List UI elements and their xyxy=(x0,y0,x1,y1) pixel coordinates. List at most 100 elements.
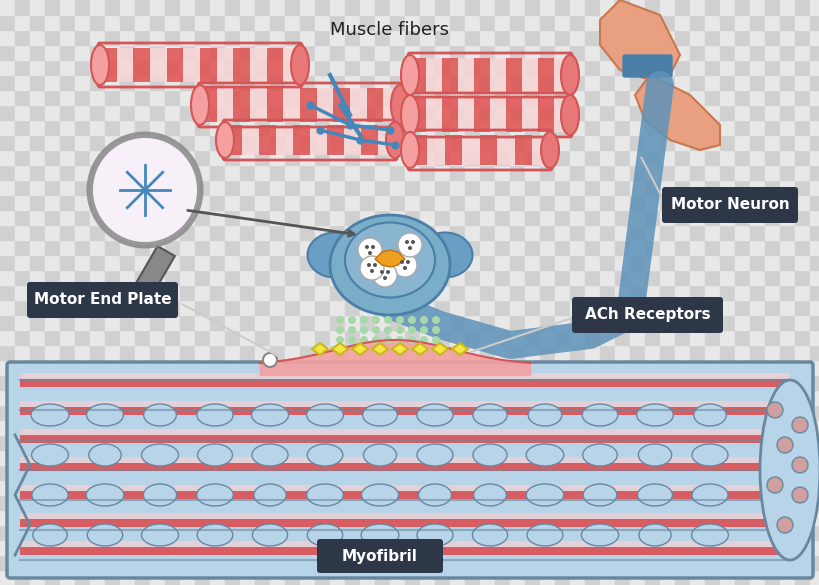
Bar xyxy=(794,30,809,45)
Bar xyxy=(285,555,300,570)
Circle shape xyxy=(347,336,355,344)
Bar xyxy=(269,450,285,465)
Bar xyxy=(285,75,300,90)
Bar xyxy=(554,75,569,90)
Bar xyxy=(135,195,150,210)
Bar xyxy=(30,360,45,375)
Bar xyxy=(300,345,314,360)
Bar xyxy=(300,210,314,225)
Bar xyxy=(45,420,60,435)
Bar xyxy=(224,405,240,420)
Bar xyxy=(719,420,734,435)
Bar xyxy=(629,315,645,330)
Bar xyxy=(584,90,600,105)
Bar xyxy=(495,510,509,525)
Bar xyxy=(180,420,195,435)
Bar xyxy=(600,450,614,465)
Bar xyxy=(75,105,90,120)
Bar xyxy=(314,135,329,150)
Bar xyxy=(300,30,314,45)
Bar xyxy=(224,30,240,45)
Bar xyxy=(419,0,434,15)
Bar xyxy=(569,30,584,45)
Bar xyxy=(165,465,180,480)
Bar xyxy=(629,165,645,180)
Bar xyxy=(749,90,764,105)
Circle shape xyxy=(383,326,391,334)
Bar xyxy=(285,360,300,375)
Bar xyxy=(464,165,479,180)
Bar xyxy=(479,195,495,210)
Bar xyxy=(674,525,689,540)
Bar xyxy=(794,525,809,540)
Bar xyxy=(689,150,704,165)
Bar xyxy=(614,0,629,15)
Bar xyxy=(764,0,779,15)
Bar xyxy=(479,60,495,75)
Bar xyxy=(224,465,240,480)
Bar xyxy=(314,450,329,465)
Bar xyxy=(195,375,210,390)
Bar xyxy=(779,195,794,210)
Bar xyxy=(374,90,390,105)
Bar xyxy=(764,255,779,270)
Bar xyxy=(30,180,45,195)
Bar xyxy=(180,510,195,525)
Bar xyxy=(509,210,524,225)
Bar xyxy=(150,405,165,420)
Bar xyxy=(210,120,224,135)
Bar xyxy=(704,195,719,210)
Bar xyxy=(292,125,310,155)
Bar xyxy=(405,480,419,495)
Bar xyxy=(809,135,819,150)
Bar xyxy=(584,135,600,150)
Bar xyxy=(540,240,554,255)
Bar xyxy=(285,390,300,405)
Bar xyxy=(105,495,120,510)
Bar xyxy=(60,420,75,435)
Bar xyxy=(390,255,405,270)
Bar xyxy=(569,390,584,405)
Bar xyxy=(90,120,105,135)
Circle shape xyxy=(408,326,415,334)
Bar xyxy=(329,195,345,210)
Bar xyxy=(285,510,300,525)
Bar xyxy=(809,75,819,90)
Bar xyxy=(704,405,719,420)
Bar xyxy=(674,495,689,510)
Bar xyxy=(464,210,479,225)
Bar xyxy=(779,420,794,435)
Bar xyxy=(764,480,779,495)
Polygon shape xyxy=(351,343,368,355)
Bar xyxy=(509,90,524,105)
Bar xyxy=(165,540,180,555)
Bar xyxy=(434,75,450,90)
Bar xyxy=(600,225,614,240)
Bar xyxy=(374,495,390,510)
Bar xyxy=(285,315,300,330)
Bar xyxy=(345,510,360,525)
Bar xyxy=(450,45,464,60)
Circle shape xyxy=(791,487,807,503)
Bar xyxy=(524,420,540,435)
Bar xyxy=(629,480,645,495)
Bar xyxy=(329,480,345,495)
Bar xyxy=(495,240,509,255)
Bar xyxy=(285,180,300,195)
Bar xyxy=(105,0,120,15)
Bar xyxy=(794,330,809,345)
Bar xyxy=(479,570,495,585)
Bar xyxy=(135,135,150,150)
FancyBboxPatch shape xyxy=(661,187,797,223)
Circle shape xyxy=(791,457,807,473)
Bar xyxy=(569,465,584,480)
Ellipse shape xyxy=(31,444,69,466)
Bar xyxy=(479,285,495,300)
Bar xyxy=(629,105,645,120)
Bar xyxy=(584,345,600,360)
Bar xyxy=(150,540,165,555)
Bar xyxy=(524,315,540,330)
Bar xyxy=(495,360,509,375)
Bar xyxy=(405,300,419,315)
Bar xyxy=(405,30,419,45)
